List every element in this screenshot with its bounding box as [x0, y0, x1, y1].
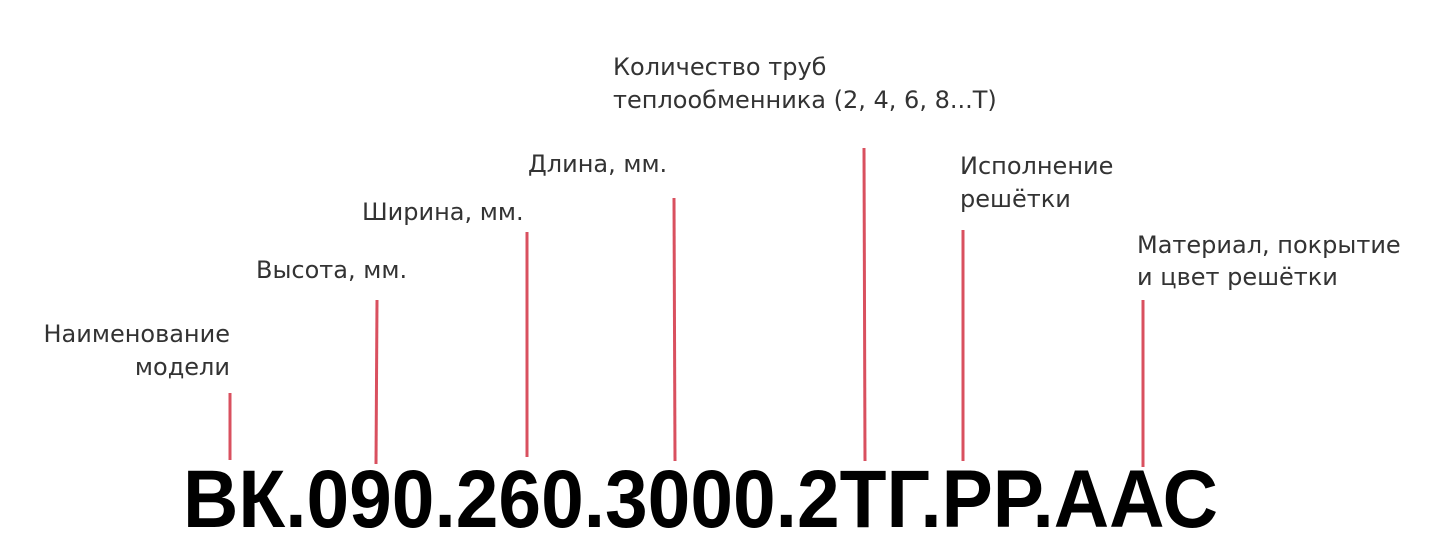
label-line: модели	[135, 353, 230, 381]
label-line: и цвет решётки	[1137, 263, 1338, 291]
model-code: ВК.090.260.3000.2ТГ.РР.ААС	[183, 454, 1218, 544]
pointer-line	[672, 197, 677, 462]
label-line: теплообменника (2, 4, 6, 8...Т)	[613, 86, 997, 114]
label-line: Количество труб	[613, 53, 826, 81]
label-line: решётки	[960, 185, 1071, 213]
pointers	[228, 147, 1145, 467]
pointer-line	[862, 147, 867, 462]
label-line: Высота, мм.	[256, 256, 407, 284]
pointer-line	[374, 299, 379, 465]
label-line: Материал, покрытие	[1137, 231, 1401, 259]
label-line: Ширина, мм.	[362, 198, 524, 226]
label-line: Исполнение	[960, 152, 1113, 180]
label-line: Длина, мм.	[528, 150, 667, 178]
label-line: Наименование	[43, 320, 230, 348]
